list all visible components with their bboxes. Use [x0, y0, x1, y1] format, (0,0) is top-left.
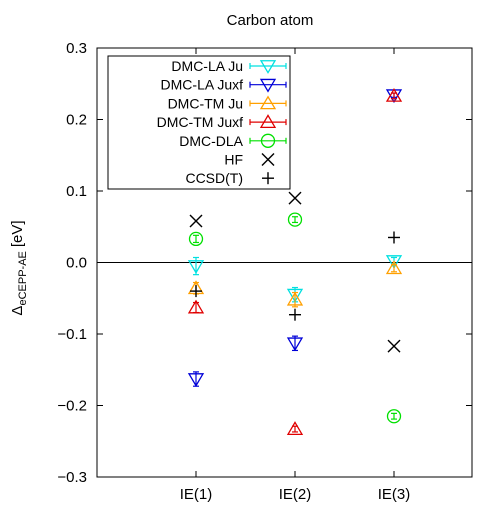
data-point: [286, 337, 304, 352]
legend-marker: [259, 95, 277, 110]
legend-label: DMC-TM Ju: [168, 95, 243, 111]
data-point: [286, 288, 304, 303]
legend-label: DMC-TM Juxf: [157, 114, 243, 130]
data-point: [187, 373, 205, 387]
y-tick-label: 0.0: [66, 255, 87, 272]
data-point: [287, 212, 303, 227]
y-axis-subscript: eCEPP-AE: [17, 251, 29, 305]
data-point: [387, 339, 401, 353]
svg-text:ΔeCEPP-AE[eV]: ΔeCEPP-AE [eV]: [9, 220, 29, 315]
legend-marker: [259, 60, 277, 74]
data-point: [286, 291, 304, 306]
legend-marker: [259, 78, 277, 93]
y-tick-label: −0.3: [57, 469, 87, 486]
x-tick-label: IE(1): [180, 486, 213, 503]
data-point: [187, 299, 205, 314]
legend-label: DMC-DLA: [179, 133, 243, 149]
data-point: [385, 87, 403, 102]
data-point: [385, 260, 403, 275]
data-point: [187, 260, 205, 275]
x-tick-label: IE(3): [378, 486, 411, 503]
x-tick-label: IE(2): [279, 486, 312, 503]
y-tick-label: −0.1: [57, 326, 87, 343]
series-hf: [189, 191, 401, 353]
y-axis-symbol: Δ: [9, 306, 26, 316]
series-dmc-tm-juxf: [187, 87, 403, 435]
y-tick-label: 0.3: [66, 40, 87, 57]
data-point: [289, 308, 301, 321]
data-point: [286, 421, 304, 435]
y-tick-label: 0.2: [66, 112, 87, 129]
legend-label: DMC-LA Juxf: [161, 77, 244, 93]
y-axis-label: ΔeCEPP-AE [eV]: [9, 220, 29, 315]
data-point: [386, 409, 402, 424]
ticks: −0.3 −0.2 −0.1 0.0 0.1 0.2 0.3 IE(1) IE(2) IE(3): [57, 40, 472, 503]
data-point: [388, 231, 400, 244]
series-ccsd-t-: [190, 231, 400, 321]
legend-label: CCSD(T): [185, 170, 243, 186]
y-tick-label: −0.2: [57, 398, 87, 415]
legend-marker: [262, 172, 274, 185]
data-point: [385, 255, 403, 270]
legend-marker: [259, 114, 277, 128]
points: [187, 87, 403, 435]
chart-title: Carbon atom: [227, 12, 314, 29]
legend-marker: [260, 133, 276, 148]
data-point: [188, 231, 204, 247]
legend: DMC-LA Ju DMC-LA Juxf DMC-TM Ju DMC-TM Juxf…: [107, 55, 291, 190]
data-point: [288, 191, 302, 205]
series-dmc-tm-ju: [187, 260, 403, 308]
legend-label: DMC-LA Ju: [171, 58, 243, 74]
legend-marker: [261, 153, 275, 166]
legend-label: HF: [224, 152, 243, 168]
y-axis-unit: [eV]: [9, 220, 26, 247]
data-point: [190, 285, 202, 298]
data-point: [189, 214, 203, 228]
y-tick-label: 0.1: [66, 183, 87, 200]
series-dmc-dla: [188, 212, 402, 424]
